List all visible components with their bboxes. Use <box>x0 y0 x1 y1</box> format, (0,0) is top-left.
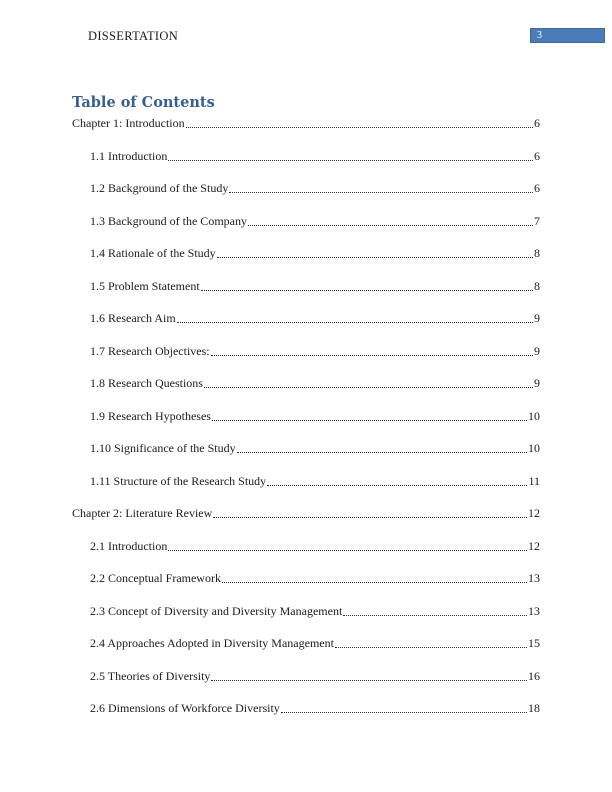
dot-leader <box>343 603 527 616</box>
dot-leader <box>203 375 533 388</box>
toc-entry-page: 11 <box>528 473 540 488</box>
toc-section: Table of Contents Chapter 1: Introductio… <box>72 95 540 733</box>
toc-entry[interactable]: 2.5 Theories of Diversity 16 <box>72 668 540 684</box>
toc-entry-label: 1.4 Rationale of the Study <box>90 246 216 260</box>
toc-entry[interactable]: 2.6 Dimensions of Workforce Diversity 18 <box>72 700 540 716</box>
toc-entry-label: 1.11 Structure of the Research Study <box>90 473 267 488</box>
toc-entry[interactable]: 1.5 Problem Statement 8 <box>72 278 540 294</box>
toc-entry-label: 1.6 Research Aim <box>90 311 176 325</box>
dot-leader <box>168 148 533 161</box>
dot-leader <box>210 343 533 356</box>
toc-entry-label: 2.4 Approaches Adopted in Diversity Mana… <box>90 636 334 650</box>
toc-entry-page: 10 <box>528 441 540 455</box>
toc-entry-page: 10 <box>528 408 540 423</box>
toc-entry-page: 13 <box>528 603 540 618</box>
toc-entry-label: Chapter 1: Introduction <box>72 116 185 130</box>
toc-title: Table of Contents <box>72 94 215 111</box>
toc-entry[interactable]: 1.4 Rationale of the Study 8 <box>72 245 540 261</box>
toc-entry-page: 9 <box>534 376 540 390</box>
toc-entry[interactable]: Chapter 1: Introduction 6 <box>72 115 540 131</box>
toc-entry[interactable]: 2.4 Approaches Adopted in Diversity Mana… <box>72 635 540 651</box>
toc-entry[interactable]: Chapter 2: Literature Review 12 <box>72 505 540 521</box>
toc-entry-page: 6 <box>534 181 540 195</box>
toc-entry-page: 8 <box>534 246 540 260</box>
toc-entry-label: 2.5 Theories of Diversity <box>90 668 211 683</box>
toc-entry-label: Chapter 2: Literature Review <box>72 506 213 520</box>
dot-leader <box>247 213 533 226</box>
toc-entry-page: 18 <box>528 701 540 715</box>
dot-leader <box>216 245 533 258</box>
toc-entry-page: 6 <box>534 116 540 130</box>
dot-leader <box>185 115 533 128</box>
dot-leader <box>280 700 527 713</box>
toc-entry-page: 9 <box>534 311 540 325</box>
dot-leader <box>221 570 527 583</box>
toc-entry-label: 2.2 Conceptual Framework <box>90 571 221 585</box>
toc-entry-page: 9 <box>534 343 540 358</box>
toc-entry[interactable]: 1.8 Research Questions 9 <box>72 375 540 391</box>
dot-leader <box>176 310 533 323</box>
toc-entry-page: 13 <box>528 571 540 585</box>
toc-entry[interactable]: 2.1 Introduction 12 <box>72 538 540 554</box>
page-number-badge: 3 <box>530 28 605 43</box>
toc-entry-page: 6 <box>534 148 540 163</box>
running-head: DISSERTATION <box>88 29 179 43</box>
toc-entry-page: 8 <box>534 278 540 293</box>
toc-entry-page: 15 <box>528 636 540 650</box>
toc-entry-label: 1.1 Introduction <box>90 148 168 163</box>
toc-entry[interactable]: 1.7 Research Objectives: 9 <box>72 343 540 359</box>
toc-entry-page: 12 <box>528 538 540 553</box>
toc-list: Chapter 1: Introduction 6 1.1 Introduction… <box>72 115 540 716</box>
toc-entry[interactable]: 2.3 Concept of Diversity and Diversity M… <box>72 603 540 619</box>
dot-leader <box>200 278 533 291</box>
toc-entry[interactable]: 1.10 Significance of the Study 10 <box>72 440 540 456</box>
toc-entry-label: 1.7 Research Objectives: <box>90 343 210 358</box>
dot-leader <box>229 180 533 193</box>
dot-leader <box>334 635 527 648</box>
toc-entry-label: 1.8 Research Questions <box>90 376 203 390</box>
toc-entry-page: 12 <box>528 506 540 520</box>
toc-entry[interactable]: 1.3 Background of the Company 7 <box>72 213 540 229</box>
dot-leader <box>211 668 527 681</box>
toc-entry[interactable]: 1.9 Research Hypotheses 10 <box>72 408 540 424</box>
dot-leader <box>213 505 527 518</box>
toc-entry-label: 2.3 Concept of Diversity and Diversity M… <box>90 603 343 618</box>
toc-entry-label: 1.9 Research Hypotheses <box>90 408 211 423</box>
toc-entry-label: 2.6 Dimensions of Workforce Diversity <box>90 701 280 715</box>
dot-leader <box>236 440 527 453</box>
toc-entry[interactable]: 1.2 Background of the Study 6 <box>72 180 540 196</box>
toc-entry[interactable]: 1.6 Research Aim 9 <box>72 310 540 326</box>
toc-entry-label: 1.3 Background of the Company <box>90 213 247 228</box>
toc-entry-label: 1.5 Problem Statement <box>90 278 200 293</box>
toc-entry-page: 7 <box>534 213 540 228</box>
toc-entry-page: 16 <box>528 668 540 683</box>
dot-leader <box>168 538 527 551</box>
toc-entry-label: 1.2 Background of the Study <box>90 181 229 195</box>
toc-entry[interactable]: 1.11 Structure of the Research Study 11 <box>72 473 540 489</box>
toc-entry[interactable]: 2.2 Conceptual Framework 13 <box>72 570 540 586</box>
toc-entry-label: 1.10 Significance of the Study <box>90 441 236 455</box>
toc-entry[interactable]: 1.1 Introduction 6 <box>72 148 540 164</box>
dot-leader <box>267 473 528 486</box>
dot-leader <box>211 408 527 421</box>
toc-entry-label: 2.1 Introduction <box>90 538 168 553</box>
